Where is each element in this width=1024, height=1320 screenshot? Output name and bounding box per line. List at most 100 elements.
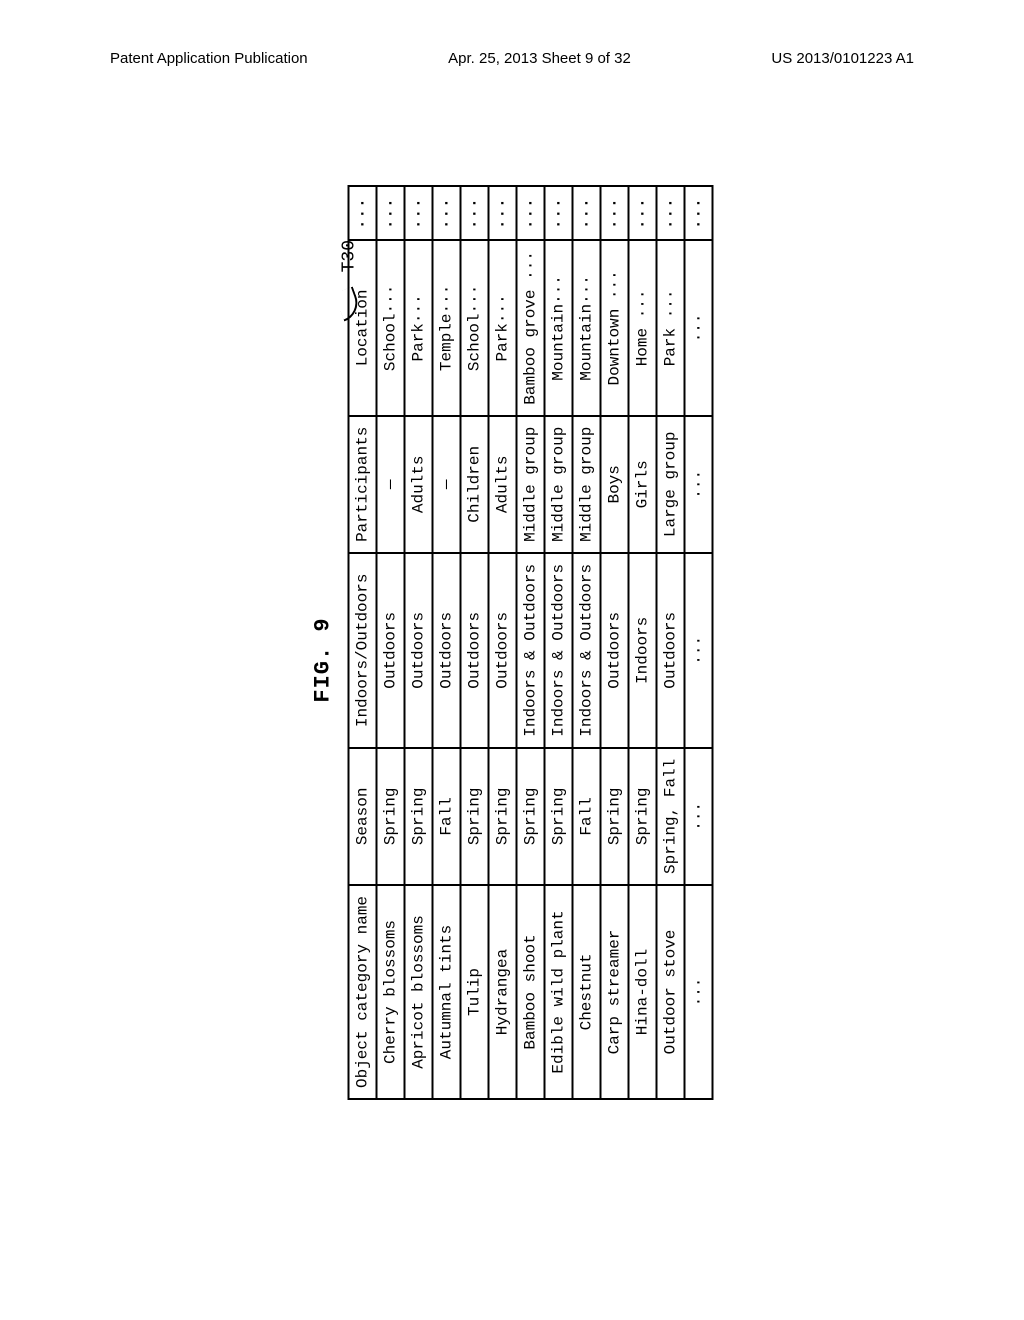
cell-obj: Bamboo shoot	[517, 885, 545, 1099]
cell-part: Middle group	[573, 416, 601, 553]
cell-season: Spring	[489, 748, 517, 885]
cell-loc: Temple···	[433, 240, 461, 416]
cell-loc: Downtown ···	[601, 240, 629, 416]
cell-io: Outdoors	[461, 553, 489, 748]
cell-dots: ···	[657, 186, 685, 240]
cell-season: Spring	[461, 748, 489, 885]
cell-io: Outdoors	[601, 553, 629, 748]
callout-arrow-icon	[334, 287, 363, 322]
table-row: Carp streamerSpringOutdoorsBoysDowntown …	[601, 186, 629, 1099]
cell-io: Outdoors	[405, 553, 433, 748]
cell-dots: ···	[629, 186, 657, 240]
table-row: Apricot blossomsSpringOutdoorsAdultsPark…	[405, 186, 433, 1099]
cell-obj: ···	[685, 885, 713, 1099]
cell-dots: ···	[433, 186, 461, 240]
col-more: ···	[349, 186, 377, 240]
cell-loc: Mountain···	[573, 240, 601, 416]
cell-dots: ···	[377, 186, 405, 240]
cell-loc: Park···	[489, 240, 517, 416]
cell-loc: Park···	[405, 240, 433, 416]
cell-part: ···	[685, 416, 713, 553]
header-right: US 2013/0101223 A1	[771, 50, 914, 67]
object-category-table: Object category name Season Indoors/Outd…	[348, 185, 714, 1100]
cell-obj: Hina-doll	[629, 885, 657, 1099]
patent-header: Patent Application Publication Apr. 25, …	[0, 50, 1024, 67]
cell-season: Spring	[545, 748, 573, 885]
cell-part: Adults	[489, 416, 517, 553]
table-row: ChestnutFallIndoors & OutdoorsMiddle gro…	[573, 186, 601, 1099]
cell-season: Spring	[405, 748, 433, 885]
table-row: TulipSpringOutdoorsChildrenSchool······	[461, 186, 489, 1099]
header-center: Apr. 25, 2013 Sheet 9 of 32	[448, 50, 631, 67]
cell-io: Outdoors	[433, 553, 461, 748]
col-object-category: Object category name	[349, 885, 377, 1099]
table-row: Autumnal tintsFallOutdoors—Temple······	[433, 186, 461, 1099]
cell-dots: ···	[517, 186, 545, 240]
table-row: Cherry blossomsSpringOutdoors—School····…	[377, 186, 405, 1099]
cell-season: Spring	[377, 748, 405, 885]
cell-part: Boys	[601, 416, 629, 553]
cell-season: Spring	[517, 748, 545, 885]
cell-io: Indoors & Outdoors	[573, 553, 601, 748]
table-row: Edible wild plantSpringIndoors & Outdoor…	[545, 186, 573, 1099]
cell-part: Children	[461, 416, 489, 553]
table-row: Hina-dollSpringIndoorsGirlsHome ······	[629, 186, 657, 1099]
cell-obj: Outdoor stove	[657, 885, 685, 1099]
cell-io: ···	[685, 553, 713, 748]
cell-obj: Hydrangea	[489, 885, 517, 1099]
table-row: ··················	[685, 186, 713, 1099]
table-header-row: Object category name Season Indoors/Outd…	[349, 186, 377, 1099]
cell-io: Indoors & Outdoors	[517, 553, 545, 748]
cell-obj: Carp streamer	[601, 885, 629, 1099]
cell-loc: School···	[461, 240, 489, 416]
callout-label: T30	[339, 240, 359, 272]
cell-part: Girls	[629, 416, 657, 553]
table-row: Outdoor stoveSpring, FallOutdoorsLarge g…	[657, 186, 685, 1099]
cell-obj: Tulip	[461, 885, 489, 1099]
cell-season: Spring	[629, 748, 657, 885]
cell-io: Indoors & Outdoors	[545, 553, 573, 748]
col-season: Season	[349, 748, 377, 885]
col-participants: Participants	[349, 416, 377, 553]
cell-season: ···	[685, 748, 713, 885]
cell-part: Middle group	[517, 416, 545, 553]
cell-loc: Home ···	[629, 240, 657, 416]
cell-season: Spring	[601, 748, 629, 885]
col-indoors-outdoors: Indoors/Outdoors	[349, 553, 377, 748]
cell-part: Adults	[405, 416, 433, 553]
cell-season: Fall	[433, 748, 461, 885]
cell-io: Indoors	[629, 553, 657, 748]
cell-dots: ···	[601, 186, 629, 240]
cell-io: Outdoors	[489, 553, 517, 748]
cell-season: Spring, Fall	[657, 748, 685, 885]
cell-dots: ···	[461, 186, 489, 240]
cell-obj: Autumnal tints	[433, 885, 461, 1099]
cell-part: —	[433, 416, 461, 553]
cell-season: Fall	[573, 748, 601, 885]
figure-title: FIG. 9	[311, 220, 336, 1100]
cell-loc: Bamboo grove ···	[517, 240, 545, 416]
cell-obj: Cherry blossoms	[377, 885, 405, 1099]
header-left: Patent Application Publication	[110, 50, 308, 67]
cell-dots: ···	[685, 186, 713, 240]
cell-io: Outdoors	[657, 553, 685, 748]
cell-part: Middle group	[545, 416, 573, 553]
cell-obj: Edible wild plant	[545, 885, 573, 1099]
cell-obj: Chestnut	[573, 885, 601, 1099]
cell-loc: Mountain···	[545, 240, 573, 416]
cell-dots: ···	[545, 186, 573, 240]
cell-dots: ···	[573, 186, 601, 240]
cell-dots: ···	[489, 186, 517, 240]
figure-container: FIG. 9 T30 Object category name Season I…	[311, 220, 714, 1100]
table-row: HydrangeaSpringOutdoorsAdultsPark······	[489, 186, 517, 1099]
table-body: Cherry blossomsSpringOutdoors—School····…	[377, 186, 713, 1099]
cell-loc: Park ···	[657, 240, 685, 416]
cell-loc: ···	[685, 240, 713, 416]
cell-part: —	[377, 416, 405, 553]
table-row: Bamboo shootSpringIndoors & OutdoorsMidd…	[517, 186, 545, 1099]
cell-part: Large group	[657, 416, 685, 553]
cell-dots: ···	[405, 186, 433, 240]
cell-obj: Apricot blossoms	[405, 885, 433, 1099]
figure-callout: T30	[339, 240, 360, 319]
cell-loc: School···	[377, 240, 405, 416]
